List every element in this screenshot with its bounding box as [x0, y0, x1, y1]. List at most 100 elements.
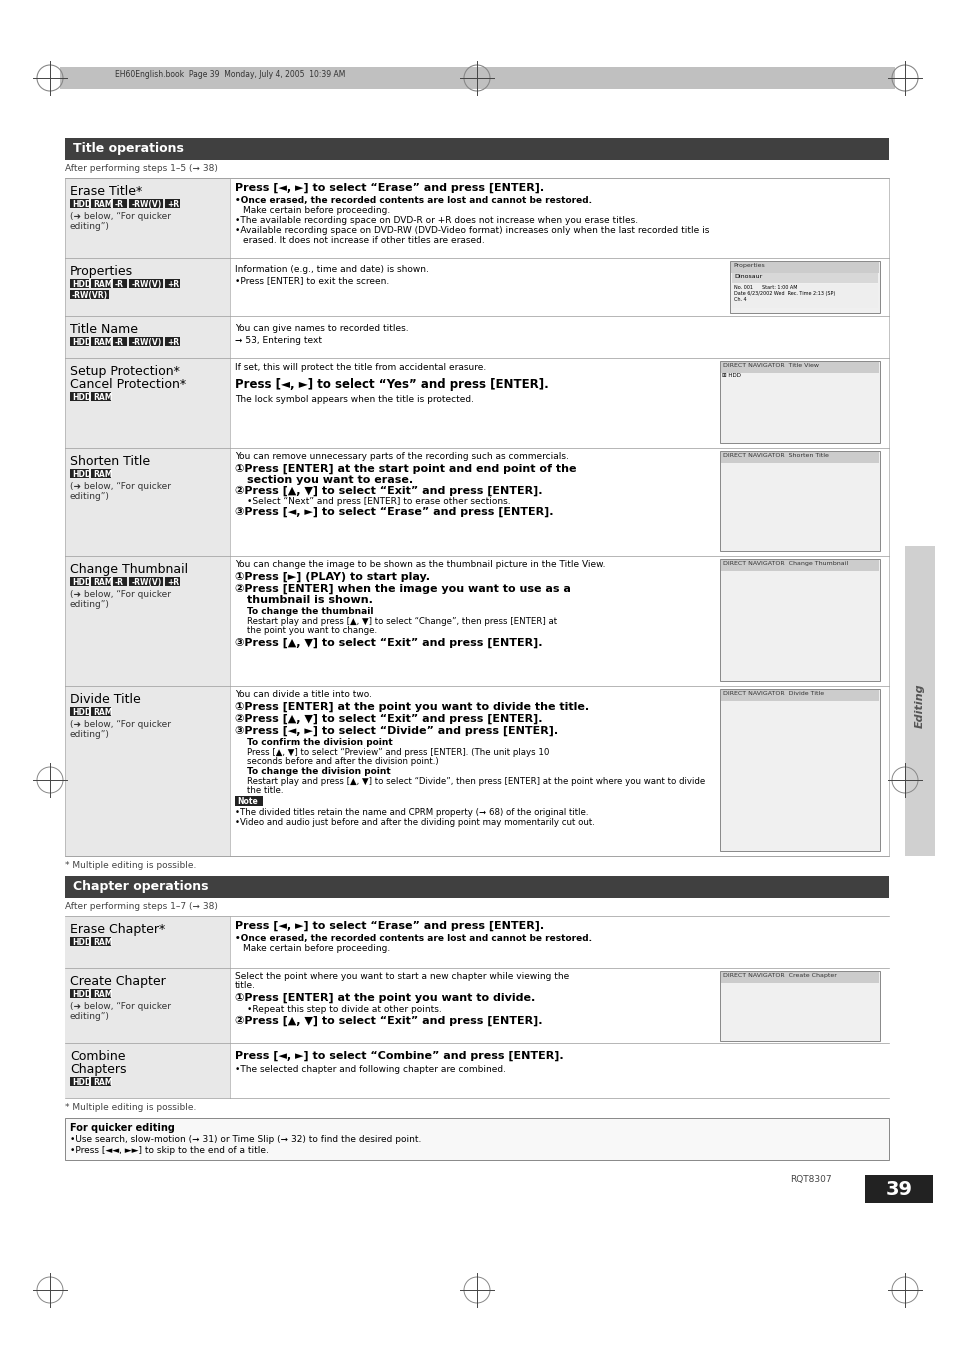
- Text: RAM: RAM: [93, 338, 112, 347]
- Text: HDD: HDD: [71, 578, 91, 586]
- Bar: [720, 561, 878, 571]
- Text: section you want to erase.: section you want to erase.: [247, 476, 413, 485]
- Text: Date 6/23/2002 Wed  Rec. Time 2:13 (SP): Date 6/23/2002 Wed Rec. Time 2:13 (SP): [733, 290, 835, 296]
- Bar: [720, 689, 879, 851]
- Text: HDD: HDD: [71, 938, 91, 947]
- Text: 39: 39: [884, 1179, 911, 1198]
- Bar: [65, 686, 888, 857]
- Bar: [70, 280, 90, 288]
- Text: RAM: RAM: [93, 708, 112, 717]
- Text: •The divided titles retain the name and CPRM property (➞ 68) of the original tit: •The divided titles retain the name and …: [234, 808, 588, 817]
- Text: For quicker editing: For quicker editing: [70, 1123, 174, 1133]
- Bar: [112, 336, 128, 346]
- Bar: [65, 358, 230, 449]
- Bar: [165, 577, 179, 586]
- Text: editing”): editing”): [70, 730, 110, 739]
- Bar: [91, 989, 111, 998]
- Text: ③Press [◄, ►] to select “Divide” and press [ENTER].: ③Press [◄, ►] to select “Divide” and pre…: [234, 725, 558, 736]
- Bar: [60, 68, 894, 89]
- Text: Ch. 4: Ch. 4: [733, 297, 746, 303]
- Text: You can divide a title into two.: You can divide a title into two.: [234, 690, 372, 698]
- Text: After performing steps 1–5 (➞ 38): After performing steps 1–5 (➞ 38): [65, 163, 217, 173]
- Text: RQT8307: RQT8307: [789, 1175, 831, 1183]
- Text: Create Chapter: Create Chapter: [70, 975, 166, 988]
- Bar: [65, 557, 888, 686]
- Bar: [720, 451, 879, 551]
- Bar: [91, 469, 111, 478]
- Text: Press [◄, ►] to select “Erase” and press [ENTER].: Press [◄, ►] to select “Erase” and press…: [234, 921, 543, 931]
- Bar: [165, 336, 179, 346]
- Text: To confirm the division point: To confirm the division point: [247, 738, 393, 747]
- Bar: [65, 916, 230, 969]
- Bar: [65, 449, 888, 557]
- Text: DIRECT NAVIGATOR  Divide Title: DIRECT NAVIGATOR Divide Title: [722, 690, 823, 696]
- Bar: [65, 969, 230, 1043]
- Text: RAM: RAM: [93, 578, 112, 586]
- Text: No. 001      Start: 1:00 AM: No. 001 Start: 1:00 AM: [733, 285, 797, 290]
- Text: HDD: HDD: [71, 393, 91, 403]
- Bar: [904, 546, 934, 857]
- Bar: [65, 1043, 230, 1098]
- Bar: [70, 392, 90, 401]
- Text: * Multiple editing is possible.: * Multiple editing is possible.: [65, 1102, 196, 1112]
- Text: +R: +R: [167, 200, 179, 209]
- Bar: [731, 284, 877, 308]
- Text: -RW(V): -RW(V): [132, 200, 161, 209]
- Text: ③Press [◄, ►] to select “Erase” and press [ENTER].: ③Press [◄, ►] to select “Erase” and pres…: [234, 507, 553, 517]
- Bar: [65, 916, 888, 969]
- Bar: [720, 690, 878, 701]
- Text: To change the division point: To change the division point: [247, 767, 391, 775]
- Bar: [70, 290, 109, 299]
- Text: Setup Protection*: Setup Protection*: [70, 365, 180, 378]
- Text: Erase Title*: Erase Title*: [70, 185, 142, 199]
- Text: Restart play and press [▲, ▼] to select “Divide”, then press [ENTER] at the poin: Restart play and press [▲, ▼] to select …: [247, 777, 704, 786]
- Text: Dinosaur: Dinosaur: [733, 274, 761, 280]
- Text: You can give names to recorded titles.: You can give names to recorded titles.: [234, 324, 408, 332]
- Bar: [70, 989, 90, 998]
- Bar: [864, 1175, 932, 1202]
- Text: Make certain before proceeding.: Make certain before proceeding.: [243, 944, 390, 952]
- Bar: [91, 280, 111, 288]
- Text: ②Press [▲, ▼] to select “Exit” and press [ENTER].: ②Press [▲, ▼] to select “Exit” and press…: [234, 1016, 542, 1027]
- Text: Divide Title: Divide Title: [70, 693, 141, 707]
- Text: •Video and audio just before and after the dividing point may momentarily cut ou: •Video and audio just before and after t…: [234, 817, 595, 827]
- Bar: [70, 199, 90, 208]
- Text: Chapters: Chapters: [70, 1063, 127, 1075]
- Text: HDD: HDD: [71, 280, 91, 289]
- Text: Select the point where you want to start a new chapter while viewing the: Select the point where you want to start…: [234, 971, 569, 981]
- Text: RAM: RAM: [93, 990, 112, 998]
- Text: Information (e.g., time and date) is shown.: Information (e.g., time and date) is sho…: [234, 265, 429, 274]
- Text: ②Press [▲, ▼] to select “Exit” and press [ENTER].: ②Press [▲, ▼] to select “Exit” and press…: [234, 713, 542, 724]
- Bar: [730, 262, 878, 273]
- Bar: [130, 577, 163, 586]
- Bar: [112, 199, 128, 208]
- Text: •Press [ENTER] to exit the screen.: •Press [ENTER] to exit the screen.: [234, 276, 389, 285]
- Text: ③Press [▲, ▼] to select “Exit” and press [ENTER].: ③Press [▲, ▼] to select “Exit” and press…: [234, 638, 542, 648]
- Text: Press [◄, ►] to select “Yes” and press [ENTER].: Press [◄, ►] to select “Yes” and press […: [234, 378, 548, 390]
- Text: -R: -R: [114, 578, 124, 586]
- Bar: [65, 969, 888, 1043]
- Bar: [165, 280, 179, 288]
- Text: •Available recording space on DVD-RW (DVD-Video format) increases only when the : •Available recording space on DVD-RW (DV…: [234, 226, 709, 235]
- Text: RAM: RAM: [93, 938, 112, 947]
- Text: editing”): editing”): [70, 600, 110, 609]
- Text: seconds before and after the division point.): seconds before and after the division po…: [247, 757, 438, 766]
- Text: -RW(VR): -RW(VR): [71, 290, 108, 300]
- Text: DIRECT NAVIGATOR  Shorten Title: DIRECT NAVIGATOR Shorten Title: [722, 453, 828, 458]
- Bar: [65, 316, 230, 358]
- Bar: [165, 199, 179, 208]
- Text: -RW(V): -RW(V): [132, 338, 161, 347]
- Bar: [65, 1119, 888, 1161]
- Bar: [130, 280, 163, 288]
- Text: +R: +R: [167, 338, 179, 347]
- Text: Press [▲, ▼] to select “Preview” and press [ENTER]. (The unit plays 10: Press [▲, ▼] to select “Preview” and pre…: [247, 748, 549, 757]
- Text: erased. It does not increase if other titles are erased.: erased. It does not increase if other ti…: [243, 236, 484, 245]
- Text: Properties: Properties: [70, 265, 133, 278]
- Text: Combine: Combine: [70, 1050, 126, 1063]
- Text: Change Thumbnail: Change Thumbnail: [70, 563, 188, 576]
- Bar: [720, 361, 879, 443]
- Text: Editing: Editing: [914, 684, 924, 728]
- Text: EH60English.book  Page 39  Monday, July 4, 2005  10:39 AM: EH60English.book Page 39 Monday, July 4,…: [115, 70, 345, 78]
- Bar: [720, 971, 879, 1042]
- Bar: [729, 261, 879, 313]
